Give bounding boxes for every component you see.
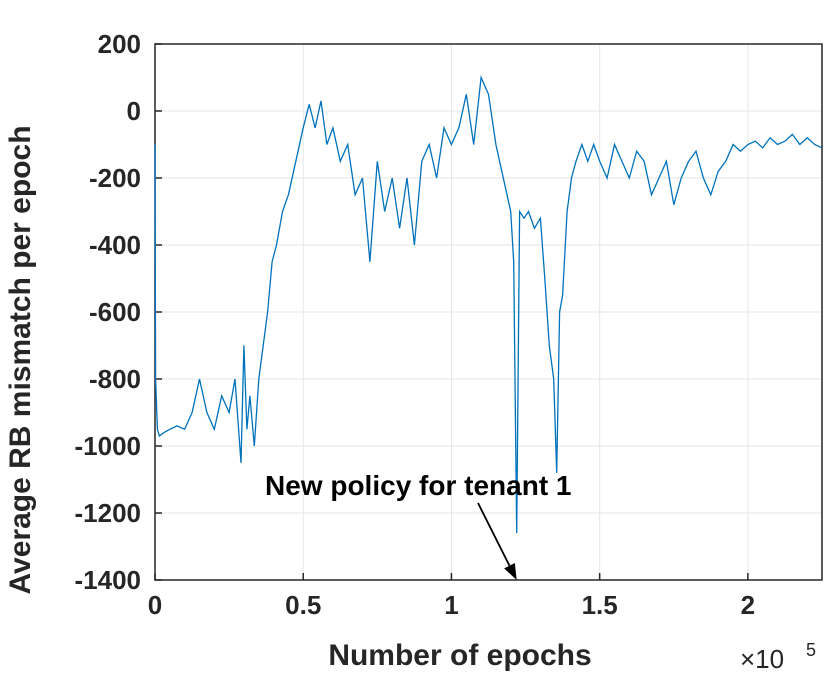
x-axis-title: Number of epochs	[328, 639, 591, 672]
y-tick-label: 200	[98, 29, 141, 59]
y-tick-label: 0	[127, 96, 141, 126]
x-multiplier-base: ×10	[740, 644, 784, 674]
y-tick-label: -1200	[75, 498, 142, 528]
y-tick-label: -1000	[75, 431, 142, 461]
y-tick-label: -200	[89, 163, 141, 193]
y-tick-label: -400	[89, 230, 141, 260]
x-multiplier-exponent: 5	[806, 640, 816, 660]
y-tick-label: -1400	[75, 565, 142, 595]
annotation-text: New policy for tenant 1	[265, 470, 572, 501]
series-line	[154, 75, 823, 534]
annotation-arrow-head	[504, 563, 517, 580]
x-tick-label: 0.5	[285, 590, 321, 620]
grid	[154, 43, 822, 581]
x-tick-label: 0	[148, 590, 162, 620]
y-tick-label: -600	[89, 297, 141, 327]
x-tick-label: 1	[444, 590, 458, 620]
x-tick-label: 1.5	[582, 590, 618, 620]
x-tick-label: 2	[741, 590, 755, 620]
annotation-arrow	[477, 502, 511, 567]
y-tick-label: -800	[89, 364, 141, 394]
y-axis-title: Average RB mismatch per epoch	[4, 125, 37, 594]
